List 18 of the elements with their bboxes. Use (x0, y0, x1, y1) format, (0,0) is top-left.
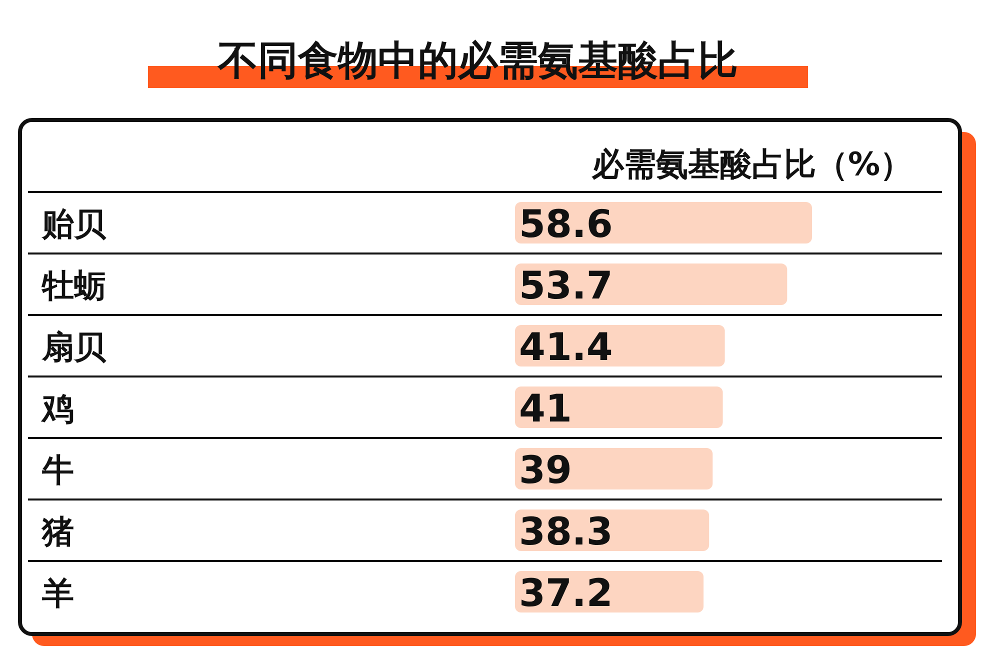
y-tick-label: 猪 (41, 512, 74, 550)
x-axis-title: 必需氨基酸占比（%） (590, 145, 912, 183)
data-label: 41 (519, 386, 572, 430)
bar (515, 264, 788, 305)
data-label: 38.3 (519, 509, 613, 554)
bar (515, 448, 713, 490)
y-tick-label: 牛 (41, 450, 74, 489)
data-label: 58.6 (519, 202, 613, 246)
y-tick-label: 羊 (41, 574, 74, 612)
data-label: 37.2 (519, 570, 613, 615)
y-tick-label: 牡蛎 (41, 266, 106, 304)
bar (515, 386, 723, 428)
y-tick-label: 鸡 (40, 389, 74, 428)
data-label: 39 (519, 448, 572, 492)
data-label: 41.4 (519, 324, 613, 369)
y-tick-label: 贻贝 (41, 204, 107, 243)
y-tick-label: 扇贝 (41, 328, 107, 366)
data-label: 53.7 (519, 263, 613, 308)
